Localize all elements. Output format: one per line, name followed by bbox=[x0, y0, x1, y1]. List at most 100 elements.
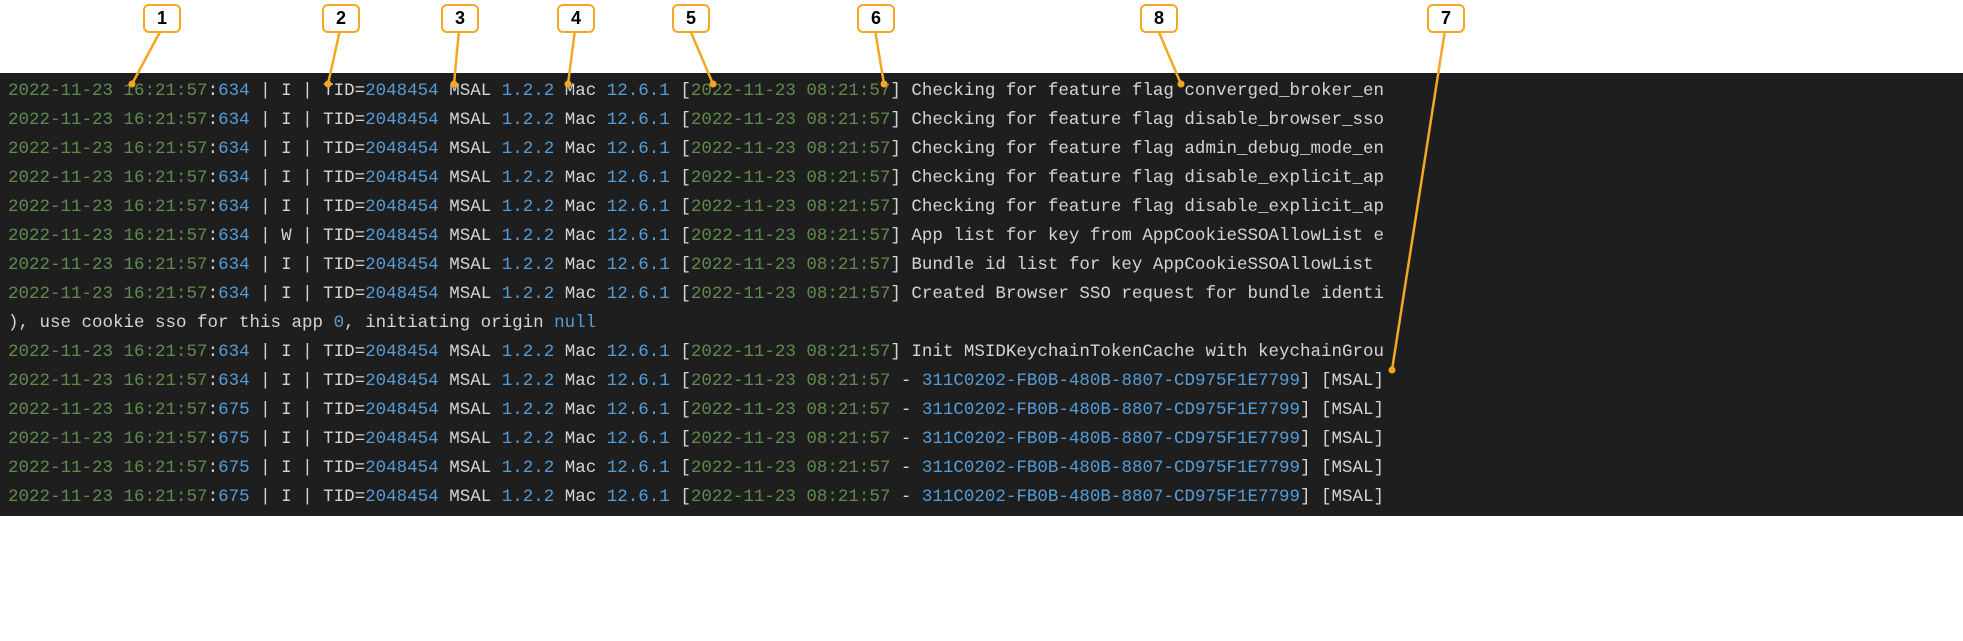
log-line: 2022-11-23 16:21:57:634 | I | TID=204845… bbox=[8, 164, 1955, 193]
callout-label: 8 bbox=[1140, 4, 1178, 33]
callout-6: 6 bbox=[857, 4, 895, 33]
log-utc-timestamp: 2022-11-23 08:21:57 bbox=[691, 458, 891, 478]
log-mac-version: 12.6.1 bbox=[607, 197, 670, 217]
log-ms: 634 bbox=[218, 284, 250, 304]
log-correlation-id: 311C0202-FB0B-480B-8807-CD975F1E7799 bbox=[922, 429, 1300, 449]
log-line: 2022-11-23 16:21:57:675 | I | TID=204845… bbox=[8, 454, 1955, 483]
log-time: 16:21:57 bbox=[124, 284, 208, 304]
log-level: I bbox=[281, 487, 292, 507]
log-utc-timestamp: 2022-11-23 08:21:57 bbox=[691, 284, 891, 304]
log-mac-version: 12.6.1 bbox=[607, 487, 670, 507]
log-mac-version: 12.6.1 bbox=[607, 429, 670, 449]
log-msal-version: 1.2.2 bbox=[502, 226, 555, 246]
log-ms: 675 bbox=[218, 458, 250, 478]
log-utc-timestamp: 2022-11-23 08:21:57 bbox=[691, 168, 891, 188]
log-msal-version: 1.2.2 bbox=[502, 487, 555, 507]
log-ms: 634 bbox=[218, 139, 250, 159]
log-date: 2022-11-23 bbox=[8, 342, 113, 362]
callout-label: 6 bbox=[857, 4, 895, 33]
log-time: 16:21:57 bbox=[124, 197, 208, 217]
log-time: 16:21:57 bbox=[124, 487, 208, 507]
log-line: ), use cookie sso for this app 0, initia… bbox=[8, 309, 1955, 338]
log-mac-version: 12.6.1 bbox=[607, 342, 670, 362]
log-level: W bbox=[281, 226, 292, 246]
log-time: 16:21:57 bbox=[124, 371, 208, 391]
log-msal-tag: [MSAL] bbox=[1321, 371, 1384, 391]
log-date: 2022-11-23 bbox=[8, 458, 113, 478]
log-msal-version: 1.2.2 bbox=[502, 81, 555, 101]
log-ms: 634 bbox=[218, 342, 250, 362]
log-time: 16:21:57 bbox=[124, 168, 208, 188]
log-time: 16:21:57 bbox=[124, 81, 208, 101]
log-level: I bbox=[281, 81, 292, 101]
log-correlation-id: 311C0202-FB0B-480B-8807-CD975F1E7799 bbox=[922, 371, 1300, 391]
log-tid: 2048454 bbox=[365, 226, 439, 246]
log-correlation-id: 311C0202-FB0B-480B-8807-CD975F1E7799 bbox=[922, 458, 1300, 478]
callout-5: 5 bbox=[672, 4, 710, 33]
log-date: 2022-11-23 bbox=[8, 168, 113, 188]
callout-4: 4 bbox=[557, 4, 595, 33]
log-ms: 634 bbox=[218, 110, 250, 130]
log-ms: 634 bbox=[218, 226, 250, 246]
log-message: App list for key from AppCookieSSOAllowL… bbox=[911, 226, 1384, 246]
log-level: I bbox=[281, 284, 292, 304]
log-ms: 634 bbox=[218, 81, 250, 101]
log-date: 2022-11-23 bbox=[8, 429, 113, 449]
log-time: 16:21:57 bbox=[124, 110, 208, 130]
log-msal-tag: [MSAL] bbox=[1321, 458, 1384, 478]
log-time: 16:21:57 bbox=[124, 139, 208, 159]
log-time: 16:21:57 bbox=[124, 255, 208, 275]
log-message: Checking for feature flag disable_explic… bbox=[911, 168, 1384, 188]
log-time: 16:21:57 bbox=[124, 400, 208, 420]
log-utc-timestamp: 2022-11-23 08:21:57 bbox=[691, 255, 891, 275]
callout-7: 7 bbox=[1427, 4, 1465, 33]
log-date: 2022-11-23 bbox=[8, 400, 113, 420]
log-ms: 634 bbox=[218, 168, 250, 188]
log-utc-timestamp: 2022-11-23 08:21:57 bbox=[691, 197, 891, 217]
log-tid: 2048454 bbox=[365, 139, 439, 159]
log-continuation: ), use cookie sso for this app bbox=[8, 313, 334, 333]
callout-1: 1 bbox=[143, 4, 181, 33]
log-ms: 675 bbox=[218, 400, 250, 420]
log-date: 2022-11-23 bbox=[8, 81, 113, 101]
callout-label: 2 bbox=[322, 4, 360, 33]
log-mac-version: 12.6.1 bbox=[607, 255, 670, 275]
log-line: 2022-11-23 16:21:57:634 | I | TID=204845… bbox=[8, 280, 1955, 309]
log-message: Init MSIDKeychainTokenCache with keychai… bbox=[911, 342, 1384, 362]
log-message: Checking for feature flag disable_browse… bbox=[911, 110, 1384, 130]
callout-2: 2 bbox=[322, 4, 360, 33]
log-mac-version: 12.6.1 bbox=[607, 81, 670, 101]
log-line: 2022-11-23 16:21:57:634 | W | TID=204845… bbox=[8, 222, 1955, 251]
log-mac-version: 12.6.1 bbox=[607, 139, 670, 159]
log-tid: 2048454 bbox=[365, 400, 439, 420]
log-tid: 2048454 bbox=[365, 168, 439, 188]
callout-label: 4 bbox=[557, 4, 595, 33]
log-utc-timestamp: 2022-11-23 08:21:57 bbox=[691, 342, 891, 362]
log-ms: 634 bbox=[218, 197, 250, 217]
log-tid: 2048454 bbox=[365, 197, 439, 217]
log-msal-version: 1.2.2 bbox=[502, 284, 555, 304]
log-correlation-id: 311C0202-FB0B-480B-8807-CD975F1E7799 bbox=[922, 487, 1300, 507]
log-date: 2022-11-23 bbox=[8, 226, 113, 246]
log-ms: 634 bbox=[218, 371, 250, 391]
log-utc-timestamp: 2022-11-23 08:21:57 bbox=[691, 371, 891, 391]
log-correlation-id: 311C0202-FB0B-480B-8807-CD975F1E7799 bbox=[922, 400, 1300, 420]
log-level: I bbox=[281, 139, 292, 159]
log-mac-version: 12.6.1 bbox=[607, 400, 670, 420]
callout-8: 8 bbox=[1140, 4, 1178, 33]
log-time: 16:21:57 bbox=[124, 458, 208, 478]
log-tid: 2048454 bbox=[365, 458, 439, 478]
log-message: Checking for feature flag admin_debug_mo… bbox=[911, 139, 1384, 159]
log-utc-timestamp: 2022-11-23 08:21:57 bbox=[691, 110, 891, 130]
log-utc-timestamp: 2022-11-23 08:21:57 bbox=[691, 139, 891, 159]
log-utc-timestamp: 2022-11-23 08:21:57 bbox=[691, 487, 891, 507]
log-tid: 2048454 bbox=[365, 284, 439, 304]
log-tid: 2048454 bbox=[365, 429, 439, 449]
log-tid: 2048454 bbox=[365, 342, 439, 362]
log-line: 2022-11-23 16:21:57:675 | I | TID=204845… bbox=[8, 396, 1955, 425]
log-line: 2022-11-23 16:21:57:634 | I | TID=204845… bbox=[8, 338, 1955, 367]
log-ms: 634 bbox=[218, 255, 250, 275]
log-level: I bbox=[281, 371, 292, 391]
log-msal-version: 1.2.2 bbox=[502, 458, 555, 478]
log-utc-timestamp: 2022-11-23 08:21:57 bbox=[691, 429, 891, 449]
